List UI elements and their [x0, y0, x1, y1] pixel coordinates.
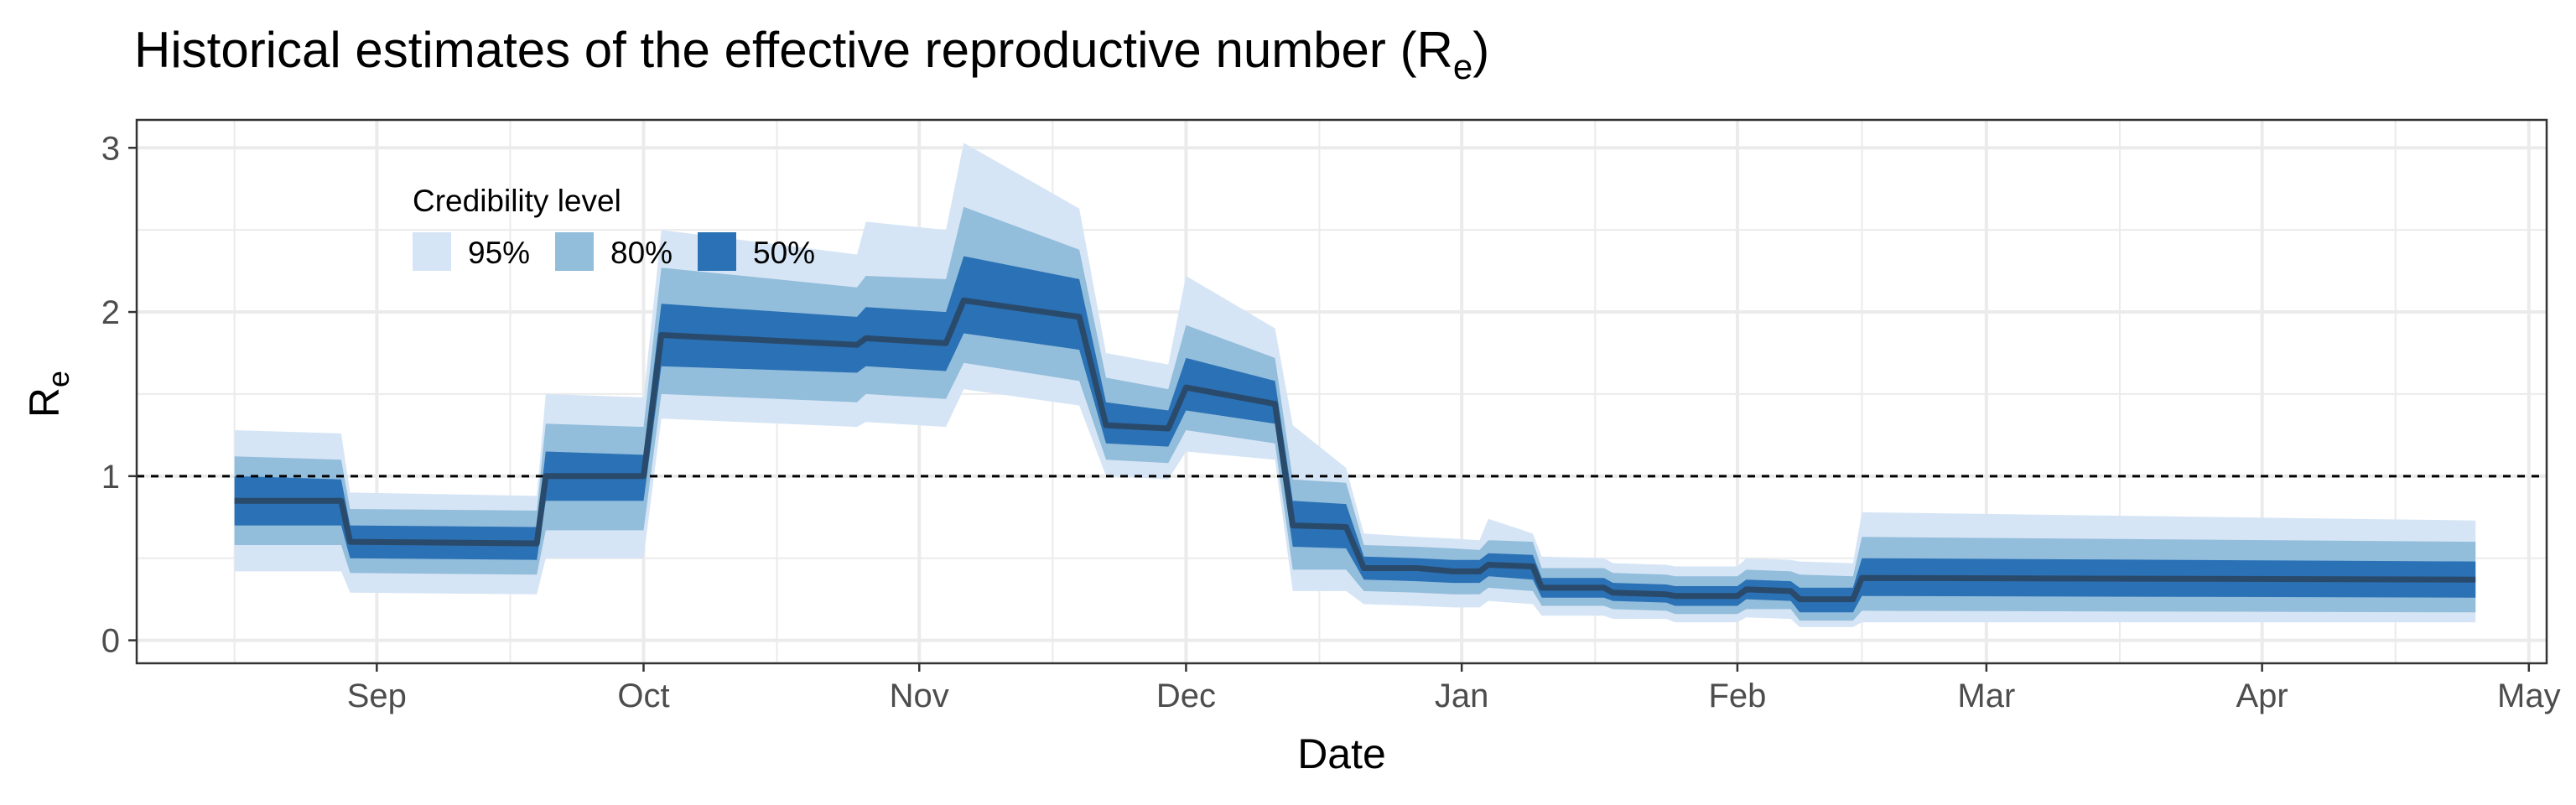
chart-title-close: ): [1472, 22, 1489, 78]
legend-title: Credibility level: [413, 184, 621, 218]
y-tick-label: 0: [101, 623, 120, 660]
chart-title: Historical estimates of the effective re…: [134, 22, 1489, 86]
legend-key-50: [698, 232, 736, 271]
x-axis-title: Date: [1297, 730, 1386, 777]
x-tick-label: May: [2497, 678, 2561, 714]
y-axis: 0 1 2 3: [101, 130, 137, 660]
chart-title-subscript: e: [1453, 47, 1472, 86]
legend-label: 80%: [610, 236, 673, 270]
y-tick-label: 3: [101, 130, 120, 167]
y-tick-label: 1: [101, 459, 120, 496]
x-tick-label: Oct: [617, 678, 669, 714]
x-tick-label: Sep: [347, 678, 407, 714]
band-95: [234, 143, 2476, 627]
median-line: [234, 297, 2476, 603]
band-50: [234, 256, 2476, 613]
y-axis-title: Re: [21, 371, 75, 418]
band-80: [234, 206, 2476, 621]
credibility-bands: [234, 143, 2476, 627]
x-tick-label: Nov: [890, 678, 949, 714]
x-tick-label: Feb: [1708, 678, 1766, 714]
legend-label: 95%: [468, 236, 530, 270]
x-tick-label: Jan: [1435, 678, 1489, 714]
x-tick-label: Apr: [2236, 678, 2288, 714]
legend-label: 50%: [753, 236, 815, 270]
plot-border: [135, 118, 2548, 665]
x-axis: Sep Oct Nov Dec Jan Feb Mar Apr May: [347, 663, 2561, 714]
y-tick-label: 2: [101, 294, 120, 331]
legend: Credibility level 95% 80% 50%: [413, 184, 815, 271]
x-tick-label: Dec: [1156, 678, 1216, 714]
legend-key-95: [413, 232, 451, 271]
x-tick-label: Mar: [1957, 678, 2015, 714]
y-axis-title-subscript: e: [41, 371, 75, 387]
legend-key-80: [555, 232, 594, 271]
